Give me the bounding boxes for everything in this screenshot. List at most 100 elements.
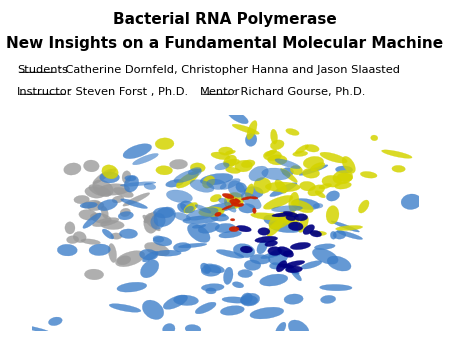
Ellipse shape bbox=[162, 323, 175, 335]
Ellipse shape bbox=[144, 213, 158, 233]
Ellipse shape bbox=[211, 214, 229, 221]
Ellipse shape bbox=[122, 171, 131, 183]
Ellipse shape bbox=[241, 293, 260, 306]
Ellipse shape bbox=[81, 239, 100, 244]
Ellipse shape bbox=[202, 176, 215, 188]
Ellipse shape bbox=[342, 156, 356, 173]
Ellipse shape bbox=[236, 225, 251, 232]
Ellipse shape bbox=[154, 207, 176, 227]
Ellipse shape bbox=[99, 172, 119, 183]
Ellipse shape bbox=[312, 248, 338, 264]
Ellipse shape bbox=[249, 166, 268, 181]
Ellipse shape bbox=[228, 111, 248, 124]
Ellipse shape bbox=[337, 231, 363, 240]
Ellipse shape bbox=[192, 224, 206, 228]
Ellipse shape bbox=[229, 226, 239, 232]
Ellipse shape bbox=[218, 198, 227, 203]
Ellipse shape bbox=[238, 203, 244, 207]
Ellipse shape bbox=[84, 160, 99, 172]
Ellipse shape bbox=[290, 165, 302, 175]
Ellipse shape bbox=[286, 128, 299, 136]
Ellipse shape bbox=[155, 250, 181, 256]
Ellipse shape bbox=[180, 201, 195, 213]
Ellipse shape bbox=[275, 322, 286, 336]
Ellipse shape bbox=[174, 295, 198, 306]
Ellipse shape bbox=[238, 270, 252, 277]
Ellipse shape bbox=[289, 192, 299, 212]
Ellipse shape bbox=[144, 242, 169, 256]
Ellipse shape bbox=[335, 182, 351, 189]
Ellipse shape bbox=[268, 249, 288, 265]
Ellipse shape bbox=[276, 261, 287, 272]
Ellipse shape bbox=[310, 230, 322, 237]
Ellipse shape bbox=[79, 210, 97, 220]
Ellipse shape bbox=[117, 256, 131, 265]
Ellipse shape bbox=[272, 213, 293, 217]
Ellipse shape bbox=[283, 211, 298, 217]
Ellipse shape bbox=[228, 195, 238, 207]
Ellipse shape bbox=[358, 200, 369, 213]
Ellipse shape bbox=[198, 207, 224, 217]
Ellipse shape bbox=[115, 251, 145, 267]
Ellipse shape bbox=[222, 193, 234, 199]
Ellipse shape bbox=[123, 144, 152, 159]
Ellipse shape bbox=[102, 229, 114, 239]
Ellipse shape bbox=[73, 232, 86, 243]
Ellipse shape bbox=[102, 165, 118, 179]
Ellipse shape bbox=[89, 184, 111, 197]
Ellipse shape bbox=[113, 187, 133, 197]
Ellipse shape bbox=[254, 177, 271, 193]
Ellipse shape bbox=[93, 169, 112, 184]
Ellipse shape bbox=[240, 246, 252, 253]
Ellipse shape bbox=[166, 179, 184, 187]
Ellipse shape bbox=[151, 213, 165, 229]
Ellipse shape bbox=[108, 243, 117, 263]
Ellipse shape bbox=[292, 151, 308, 156]
Ellipse shape bbox=[250, 254, 270, 264]
Ellipse shape bbox=[267, 219, 284, 236]
Ellipse shape bbox=[305, 144, 319, 152]
Ellipse shape bbox=[302, 168, 320, 178]
Ellipse shape bbox=[121, 199, 148, 209]
Ellipse shape bbox=[270, 183, 297, 197]
Ellipse shape bbox=[240, 295, 258, 305]
Ellipse shape bbox=[112, 196, 124, 203]
Ellipse shape bbox=[232, 282, 244, 288]
Ellipse shape bbox=[195, 302, 216, 314]
Ellipse shape bbox=[269, 221, 303, 233]
Ellipse shape bbox=[207, 179, 226, 190]
Ellipse shape bbox=[336, 225, 363, 231]
Ellipse shape bbox=[185, 206, 194, 213]
Ellipse shape bbox=[118, 212, 134, 220]
Ellipse shape bbox=[222, 297, 248, 303]
Ellipse shape bbox=[275, 214, 290, 223]
Ellipse shape bbox=[176, 171, 198, 188]
Ellipse shape bbox=[230, 218, 235, 221]
Ellipse shape bbox=[225, 202, 236, 212]
Ellipse shape bbox=[224, 159, 240, 166]
Ellipse shape bbox=[109, 304, 141, 312]
Ellipse shape bbox=[207, 203, 236, 212]
Ellipse shape bbox=[244, 187, 263, 198]
Ellipse shape bbox=[90, 213, 111, 223]
Ellipse shape bbox=[235, 198, 241, 202]
Text: Mentor: Mentor bbox=[200, 87, 240, 97]
Ellipse shape bbox=[170, 160, 188, 169]
Ellipse shape bbox=[288, 222, 303, 231]
Ellipse shape bbox=[190, 180, 214, 192]
Ellipse shape bbox=[92, 218, 119, 227]
Ellipse shape bbox=[188, 223, 210, 243]
Ellipse shape bbox=[215, 212, 221, 216]
Ellipse shape bbox=[195, 204, 211, 213]
Ellipse shape bbox=[106, 169, 116, 175]
Text: Students: Students bbox=[17, 65, 68, 75]
Ellipse shape bbox=[124, 175, 139, 192]
Text: : Catherine Dornfeld, Christopher Hanna and Jason Slaasted: : Catherine Dornfeld, Christopher Hanna … bbox=[58, 65, 400, 75]
Ellipse shape bbox=[291, 200, 313, 213]
Ellipse shape bbox=[140, 249, 158, 260]
Ellipse shape bbox=[333, 231, 346, 239]
Ellipse shape bbox=[225, 150, 235, 154]
Ellipse shape bbox=[310, 163, 325, 171]
Ellipse shape bbox=[286, 266, 302, 273]
Ellipse shape bbox=[252, 208, 256, 214]
